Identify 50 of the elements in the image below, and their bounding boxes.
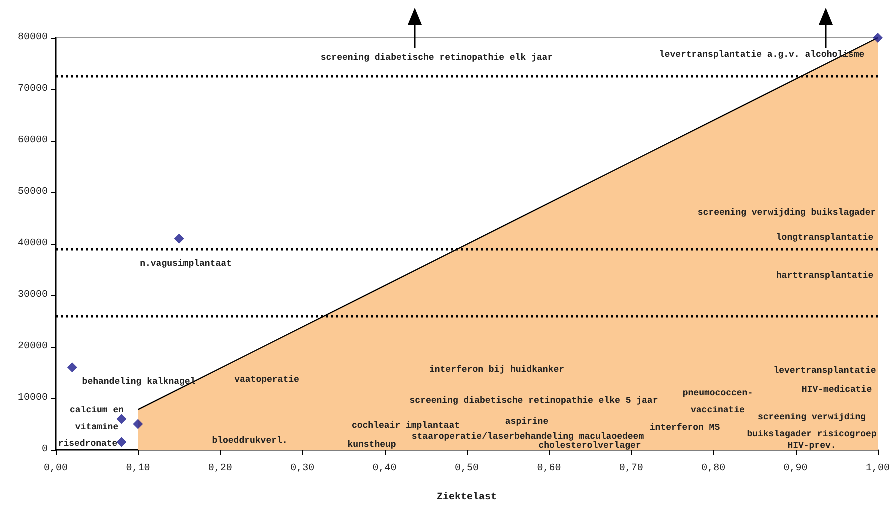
annotation: cholesterolverlager [538, 441, 642, 451]
point [174, 234, 184, 244]
annotation: interferon bij huidkanker [429, 365, 565, 375]
x-tick-label: 0,30 [290, 464, 315, 474]
annotation: screening diabetische retinopathie elke 5 jaar [410, 396, 658, 406]
annotation: vaatoperatie [234, 375, 300, 385]
annotation: calcium en vitamine [70, 406, 124, 432]
y-tick-label: 20000 [18, 342, 48, 352]
x-tick-label: 0,70 [619, 464, 644, 474]
point [116, 437, 127, 448]
y-tick-label: 30000 [18, 290, 48, 301]
annotation: n.vagusimplantaat [140, 259, 232, 269]
annotation: bloeddrukverl. [212, 436, 288, 446]
point [133, 419, 144, 430]
annotation: behandeling kalknagel [82, 377, 196, 387]
x-tick-label: 0,60 [537, 464, 562, 474]
y-tick-label: 10000 [18, 393, 48, 404]
annotation: risedronate [58, 439, 118, 449]
annotation: screening verwijding buikslagader [698, 208, 876, 218]
y-tick-label: 80000 [18, 32, 48, 44]
annotation: harttransplantatie [776, 271, 874, 281]
point [873, 33, 883, 43]
annotation: cochleair implantaat [352, 421, 460, 431]
x-tick-label: 0,00 [44, 464, 68, 474]
annotation: pneumococcen- vaccinatie [682, 388, 754, 416]
x-tick-label: 0,10 [126, 464, 150, 474]
y-tick-label: 40000 [18, 238, 48, 250]
point [67, 362, 78, 373]
annotation: screening diabetische retinopathie elk jaar [320, 53, 554, 63]
x-tick-label: 0,90 [784, 464, 808, 474]
x-axis-title: Ziektelast [436, 492, 498, 504]
y-tick-label: 50000 [18, 187, 48, 198]
annotation: HIV-medicatie [802, 385, 872, 395]
x-tick-label: 0,40 [372, 464, 397, 474]
x-tick-label: 0,50 [454, 464, 480, 474]
annotation: kunstheup [348, 440, 396, 450]
y-tick-label: 60000 [18, 136, 48, 146]
annotation: interferon MS [650, 423, 721, 433]
x-tick-label: 1,00 [866, 464, 890, 474]
y-tick-label: 70000 [18, 84, 48, 95]
x-tick-label: 0,20 [208, 464, 232, 474]
annotation: levertransplantatie [774, 366, 876, 376]
point [116, 414, 127, 424]
x-tick-label: 0,80 [702, 464, 726, 474]
annotation: longtransplantatie [776, 233, 874, 243]
annotation: screening verwijding buikslagader risicogroep [747, 412, 877, 440]
y-tick-label: 0 [42, 444, 48, 456]
annotation: staaroperatie/laserbehandeling maculaoedeem [412, 432, 645, 442]
annotation: HIV-prev. [788, 441, 836, 451]
annotation: aspirine [505, 417, 549, 427]
